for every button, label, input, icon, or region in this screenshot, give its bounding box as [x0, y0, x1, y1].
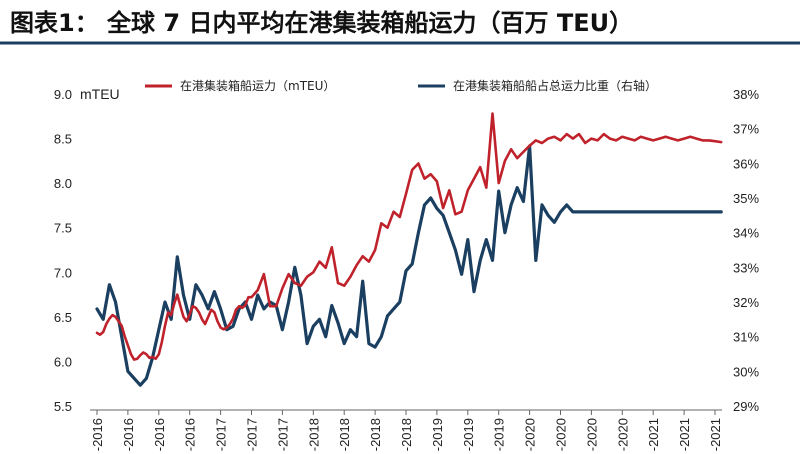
x-tick-label: -2019 — [430, 418, 445, 451]
x-tick-label: -2018 — [399, 418, 414, 451]
x-tick-label: -2016 — [152, 418, 167, 451]
right-y-tick-label: 29% — [733, 399, 759, 414]
right-y-tick-label: 36% — [733, 156, 759, 171]
right-y-tick-label: 32% — [733, 295, 759, 310]
x-tick-label: -2016 — [121, 418, 136, 451]
right-y-axis: 29% 30% 31% 32% 33% 34% 35% 36% 37% 38% — [733, 87, 759, 414]
left-y-tick-label: 6.0 — [54, 354, 72, 369]
left-y-tick-label: 6.5 — [54, 310, 72, 325]
x-tick-label: -2020 — [584, 418, 599, 451]
x-tick-label: -2017 — [275, 418, 290, 451]
x-tick-label: -2019 — [461, 418, 476, 451]
x-tick-label: -2021 — [677, 418, 692, 451]
x-tick-label: -2018 — [306, 418, 321, 451]
right-y-tick-label: 34% — [733, 226, 759, 241]
x-tick-label: -2019 — [492, 418, 507, 451]
x-tick-label: -2016 — [183, 418, 198, 451]
left-y-axis: 5.5 6.0 6.5 7.0 7.5 8.0 8.5 9.0 — [54, 87, 72, 414]
chart-title: 图表1： 全球 7 日内平均在港集装箱船运力（百万 TEU） — [10, 9, 633, 37]
x-tick-label: -2020 — [523, 418, 538, 451]
x-tick-label: -2020 — [554, 418, 569, 451]
x-tick-label: -2018 — [337, 418, 352, 451]
right-y-tick-label: 31% — [733, 330, 759, 345]
legend: 在港集装箱船运力（mTEU） 在港集装箱船船占总运力比重（右轴） — [145, 78, 657, 93]
left-axis-unit: mTEU — [80, 86, 120, 102]
right-y-tick-label: 38% — [733, 87, 759, 102]
left-y-tick-label: 7.0 — [54, 265, 72, 280]
left-y-tick-label: 8.5 — [54, 132, 72, 147]
x-tick-label: -2020 — [615, 418, 630, 451]
left-y-tick-label: 7.5 — [54, 221, 72, 236]
x-tick-label: -2021 — [646, 418, 661, 451]
series-line-capacity — [95, 112, 723, 361]
x-tick-label: -2021 — [708, 418, 723, 451]
legend-label-capacity: 在港集装箱船运力（mTEU） — [180, 78, 335, 93]
right-y-tick-label: 35% — [733, 191, 759, 206]
left-y-tick-label: 9.0 — [54, 87, 72, 102]
legend-label-share: 在港集装箱船船占总运力比重（右轴） — [453, 78, 657, 93]
x-tick-label: -2018 — [368, 418, 383, 451]
x-axis: -2016 -2016 -2016 -2016 -2017 -2017 -2017 -2018… — [90, 410, 723, 451]
x-tick-label: -2017 — [214, 418, 229, 451]
right-y-tick-label: 30% — [733, 364, 759, 379]
right-y-tick-label: 37% — [733, 122, 759, 137]
left-y-tick-label: 8.0 — [54, 176, 72, 191]
x-tick-label: -2017 — [245, 418, 260, 451]
series-line-share — [95, 144, 723, 387]
x-tick-label: -2016 — [90, 418, 105, 451]
right-y-tick-label: 33% — [733, 260, 759, 275]
left-y-tick-label: 5.5 — [54, 399, 72, 414]
